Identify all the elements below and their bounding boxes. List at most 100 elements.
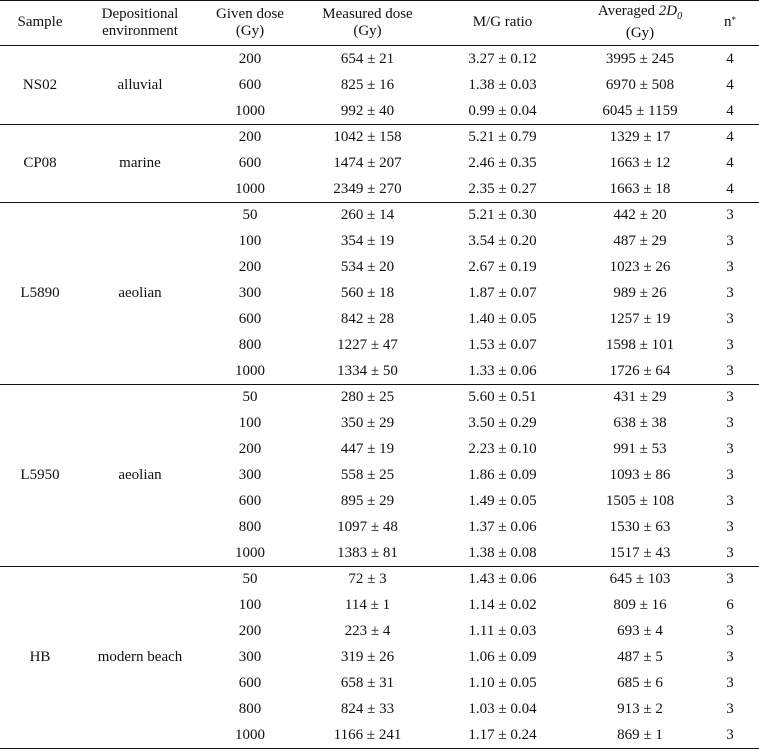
cell-mg-ratio: 3.50 ± 0.29 (468, 415, 537, 431)
cell-measured-dose: 824 ± 33 (340, 701, 395, 717)
cell-given-dose: 600 (238, 675, 262, 691)
header-mg-ratio: M/G ratio (435, 0, 570, 45)
cell-measured-dose: 558 ± 25 (340, 467, 395, 483)
cell-averaged-2d0: 1663 ± 12 (609, 155, 671, 171)
cell-averaged-2d0: 1257 ± 19 (609, 311, 671, 327)
cell-measured-dose: 114 ± 1 (344, 597, 391, 613)
cell-measured-dose: 654 ± 21 (340, 51, 395, 67)
header-averaged-sub: 0 (677, 11, 683, 22)
cell-given-dose: 100 (238, 415, 262, 431)
depositional-environment: modern beach (97, 648, 183, 665)
header-environment: Depositional environment (80, 0, 200, 45)
cell-mg-ratio: 2.46 ± 0.35 (468, 155, 537, 171)
cell-measured-dose: 1097 ± 48 (337, 519, 398, 535)
cell-measured-dose: 1383 ± 81 (337, 545, 398, 561)
cell-n: 3 (726, 727, 734, 743)
cell-mg-ratio: 1.43 ± 0.06 (468, 571, 537, 587)
cell-given-dose: 1000 (235, 103, 265, 119)
cell-given-dose: 600 (238, 311, 262, 327)
cell-n: 3 (726, 519, 734, 535)
cell-given-dose: 800 (238, 337, 262, 353)
cell-given-dose: 100 (238, 233, 262, 249)
sample-name: L5950 (20, 466, 60, 483)
header-n-text: n (724, 14, 732, 30)
group-divider-rule (0, 202, 759, 203)
header-averaged-italic: 2D (658, 3, 678, 19)
cell-given-dose: 300 (238, 285, 262, 301)
cell-mg-ratio: 1.38 ± 0.08 (468, 545, 537, 561)
cell-given-dose: 200 (238, 51, 262, 67)
cell-averaged-2d0: 1093 ± 86 (609, 467, 671, 483)
header-sample-label: Sample (17, 14, 63, 30)
header-averaged-symbol: 2D0 (658, 3, 683, 22)
cell-averaged-2d0: 1329 ± 17 (609, 129, 671, 145)
cell-measured-dose: 260 ± 14 (340, 207, 395, 223)
cell-averaged-2d0: 869 ± 1 (617, 727, 663, 743)
cell-mg-ratio: 1.33 ± 0.06 (468, 363, 537, 379)
cell-n: 3 (726, 545, 734, 561)
cell-mg-ratio: 5.60 ± 0.51 (468, 389, 537, 405)
group-divider-rule (0, 384, 759, 385)
cell-measured-dose: 319 ± 26 (340, 649, 395, 665)
cell-n: 3 (726, 389, 734, 405)
cell-mg-ratio: 1.38 ± 0.03 (468, 77, 537, 93)
cell-given-dose: 200 (238, 129, 262, 145)
cell-n: 3 (726, 623, 734, 639)
sample-name: HB (29, 648, 51, 665)
cell-mg-ratio: 1.14 ± 0.02 (468, 597, 537, 613)
cell-measured-dose: 895 ± 29 (340, 493, 395, 509)
cell-n: 3 (726, 337, 734, 353)
cell-averaged-2d0: 3995 ± 245 (605, 51, 675, 67)
cell-mg-ratio: 1.17 ± 0.24 (468, 727, 537, 743)
cell-measured-dose: 2349 ± 270 (333, 181, 402, 197)
header-averaged-line2: (Gy) (625, 25, 655, 41)
cell-mg-ratio: 1.03 ± 0.04 (468, 701, 537, 717)
cell-mg-ratio: 2.23 ± 0.10 (468, 441, 537, 457)
cell-averaged-2d0: 1663 ± 18 (609, 181, 671, 197)
cell-averaged-2d0: 809 ± 16 (613, 597, 667, 613)
sample-name: L5890 (20, 284, 60, 301)
cell-averaged-2d0: 1726 ± 64 (609, 363, 671, 379)
header-sample: Sample (0, 0, 80, 45)
cell-measured-dose: 534 ± 20 (340, 259, 395, 275)
cell-mg-ratio: 1.49 ± 0.05 (468, 493, 537, 509)
depositional-environment: aeolian (118, 466, 162, 483)
cell-averaged-2d0: 685 ± 6 (617, 675, 663, 691)
header-averaged-prefix: Averaged (597, 3, 659, 19)
header-given-line2: (Gy) (235, 22, 265, 39)
cell-n: 4 (726, 181, 734, 197)
cell-averaged-2d0: 913 ± 2 (617, 701, 663, 717)
header-averaged-line1: Averaged 2D0 (598, 3, 682, 25)
cell-measured-dose: 842 ± 28 (340, 311, 395, 327)
cell-given-dose: 50 (242, 207, 258, 223)
table-top-rule (0, 0, 759, 1)
header-environment-line1: Depositional (101, 5, 179, 22)
cell-mg-ratio: 1.37 ± 0.06 (468, 519, 537, 535)
group-divider-rule (0, 566, 759, 567)
cell-given-dose: 100 (238, 597, 262, 613)
cell-measured-dose: 992 ± 40 (340, 103, 395, 119)
cell-n: 4 (726, 77, 734, 93)
cell-averaged-2d0: 645 ± 103 (609, 571, 671, 587)
cell-measured-dose: 72 ± 3 (348, 571, 387, 587)
cell-given-dose: 1000 (235, 727, 265, 743)
cell-mg-ratio: 1.87 ± 0.07 (468, 285, 537, 301)
cell-mg-ratio: 3.27 ± 0.12 (468, 51, 537, 67)
header-n: n* (710, 0, 750, 45)
group-divider-rule (0, 124, 759, 125)
header-measured-line2: (Gy) (353, 22, 382, 39)
cell-measured-dose: 447 ± 19 (340, 441, 395, 457)
cell-averaged-2d0: 638 ± 38 (613, 415, 667, 431)
cell-averaged-2d0: 693 ± 4 (617, 623, 663, 639)
cell-n: 3 (726, 441, 734, 457)
cell-given-dose: 1000 (235, 181, 265, 197)
cell-averaged-2d0: 1517 ± 43 (609, 545, 671, 561)
cell-averaged-2d0: 431 ± 29 (613, 389, 667, 405)
cell-given-dose: 200 (238, 441, 262, 457)
header-averaged-2d0: Averaged 2D0 (Gy) (570, 0, 710, 45)
cell-mg-ratio: 2.35 ± 0.27 (468, 181, 537, 197)
cell-averaged-2d0: 6970 ± 508 (605, 77, 675, 93)
header-measured-line1: Measured dose (322, 5, 413, 22)
cell-given-dose: 300 (238, 649, 262, 665)
